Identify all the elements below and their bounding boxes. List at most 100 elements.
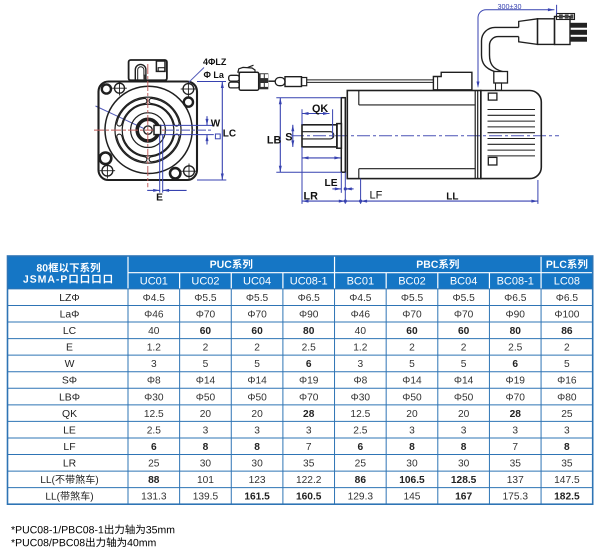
svg-text:Φ70: Φ70: [402, 309, 422, 320]
svg-text:8: 8: [564, 442, 570, 453]
svg-text:129.3: 129.3: [348, 492, 374, 503]
svg-text:Φ14: Φ14: [454, 376, 474, 387]
svg-text:2: 2: [461, 343, 467, 354]
svg-text:7: 7: [306, 442, 312, 453]
svg-text:LC: LC: [63, 326, 77, 337]
svg-text:LF: LF: [370, 190, 383, 202]
svg-text:Φ80: Φ80: [557, 392, 577, 403]
svg-text:3: 3: [203, 425, 209, 436]
svg-text:QK: QK: [312, 103, 328, 115]
svg-text:3: 3: [512, 425, 518, 436]
svg-text:Φ46: Φ46: [144, 309, 164, 320]
svg-text:Φ30: Φ30: [351, 392, 371, 403]
svg-text:Φ70: Φ70: [299, 392, 319, 403]
svg-text:SΦ: SΦ: [62, 376, 77, 387]
svg-text:80: 80: [510, 326, 522, 337]
svg-text:28: 28: [510, 409, 522, 420]
svg-text:LBΦ: LBΦ: [59, 392, 80, 403]
svg-text:86: 86: [561, 326, 573, 337]
svg-text:Φ5.5: Φ5.5: [452, 293, 475, 304]
svg-text:122.2: 122.2: [296, 475, 322, 486]
svg-text:40: 40: [355, 326, 367, 337]
svg-text:LB: LB: [267, 134, 282, 146]
svg-text:20: 20: [458, 409, 470, 420]
svg-text:128.5: 128.5: [451, 475, 477, 486]
svg-text:3: 3: [564, 425, 570, 436]
svg-text:Φ50: Φ50: [196, 392, 216, 403]
svg-text:Φ100: Φ100: [554, 309, 579, 320]
svg-text:167: 167: [455, 492, 472, 503]
svg-text:8: 8: [254, 442, 260, 453]
svg-text:8: 8: [203, 442, 209, 453]
svg-text:25: 25: [148, 458, 160, 469]
svg-text:2.5: 2.5: [147, 425, 161, 436]
svg-text:12.5: 12.5: [350, 409, 370, 420]
svg-text:W: W: [65, 359, 75, 370]
svg-text:LZΦ: LZΦ: [59, 293, 79, 304]
svg-text:Φ14: Φ14: [196, 376, 216, 387]
svg-text:S: S: [285, 132, 292, 144]
svg-text:25: 25: [561, 409, 573, 420]
svg-text:3: 3: [306, 425, 312, 436]
svg-text:2.5: 2.5: [353, 425, 367, 436]
svg-text:6: 6: [358, 442, 364, 453]
svg-text:3: 3: [358, 359, 364, 370]
svg-text:30: 30: [200, 458, 212, 469]
svg-text:Φ50: Φ50: [247, 392, 267, 403]
svg-text:E: E: [156, 192, 163, 203]
svg-text:E: E: [66, 343, 73, 354]
svg-text:Φ5.5: Φ5.5: [401, 293, 424, 304]
svg-text:Φ16: Φ16: [557, 376, 577, 387]
svg-text:LC08: LC08: [554, 276, 580, 288]
svg-text:20: 20: [251, 409, 263, 420]
svg-text:3: 3: [461, 425, 467, 436]
svg-text:60: 60: [458, 326, 470, 337]
svg-text:60: 60: [406, 326, 418, 337]
svg-text:1.2: 1.2: [147, 343, 161, 354]
svg-text:20: 20: [406, 409, 418, 420]
svg-text:Φ8: Φ8: [147, 376, 161, 387]
svg-text:35: 35: [303, 458, 315, 469]
svg-text:2.5: 2.5: [302, 343, 316, 354]
svg-text:60: 60: [251, 326, 263, 337]
svg-text:6: 6: [306, 359, 312, 370]
svg-text:BC01: BC01: [347, 276, 375, 288]
svg-text:160.5: 160.5: [296, 492, 322, 503]
svg-text:2: 2: [203, 343, 209, 354]
svg-text:101: 101: [197, 475, 214, 486]
svg-text:Φ50: Φ50: [454, 392, 474, 403]
svg-text:28: 28: [303, 409, 315, 420]
svg-text:3: 3: [409, 425, 415, 436]
svg-text:6: 6: [151, 442, 157, 453]
svg-text:Φ19: Φ19: [506, 376, 526, 387]
svg-text:30: 30: [458, 458, 470, 469]
svg-text:LF: LF: [63, 442, 75, 453]
svg-text:Φ70: Φ70: [196, 309, 216, 320]
svg-text:4ΦLZ: 4ΦLZ: [203, 57, 227, 67]
svg-text:Φ30: Φ30: [144, 392, 164, 403]
svg-text:5: 5: [409, 359, 415, 370]
svg-text:Φ14: Φ14: [402, 376, 422, 387]
svg-text:8: 8: [461, 442, 467, 453]
svg-text:137: 137: [507, 475, 524, 486]
svg-text:Φ19: Φ19: [299, 376, 319, 387]
svg-text:Φ50: Φ50: [402, 392, 422, 403]
svg-text:W: W: [211, 118, 221, 129]
svg-text:LR: LR: [63, 458, 77, 469]
svg-text:Φ8: Φ8: [353, 376, 367, 387]
svg-text:139.5: 139.5: [193, 492, 219, 503]
svg-text:20: 20: [200, 409, 212, 420]
svg-text:Φ6.5: Φ6.5: [504, 293, 527, 304]
svg-text:Φ La: Φ La: [204, 70, 225, 80]
svg-text:86: 86: [355, 475, 367, 486]
svg-text:BC02: BC02: [398, 276, 426, 288]
svg-text:BC04: BC04: [450, 276, 478, 288]
svg-text:2.5: 2.5: [508, 343, 522, 354]
svg-text:30: 30: [406, 458, 418, 469]
svg-text:1.2: 1.2: [353, 343, 367, 354]
svg-text:106.5: 106.5: [399, 475, 425, 486]
svg-text:Φ6.5: Φ6.5: [298, 293, 321, 304]
svg-text:35: 35: [510, 458, 522, 469]
svg-text:2: 2: [409, 343, 415, 354]
svg-text:12.5: 12.5: [144, 409, 164, 420]
